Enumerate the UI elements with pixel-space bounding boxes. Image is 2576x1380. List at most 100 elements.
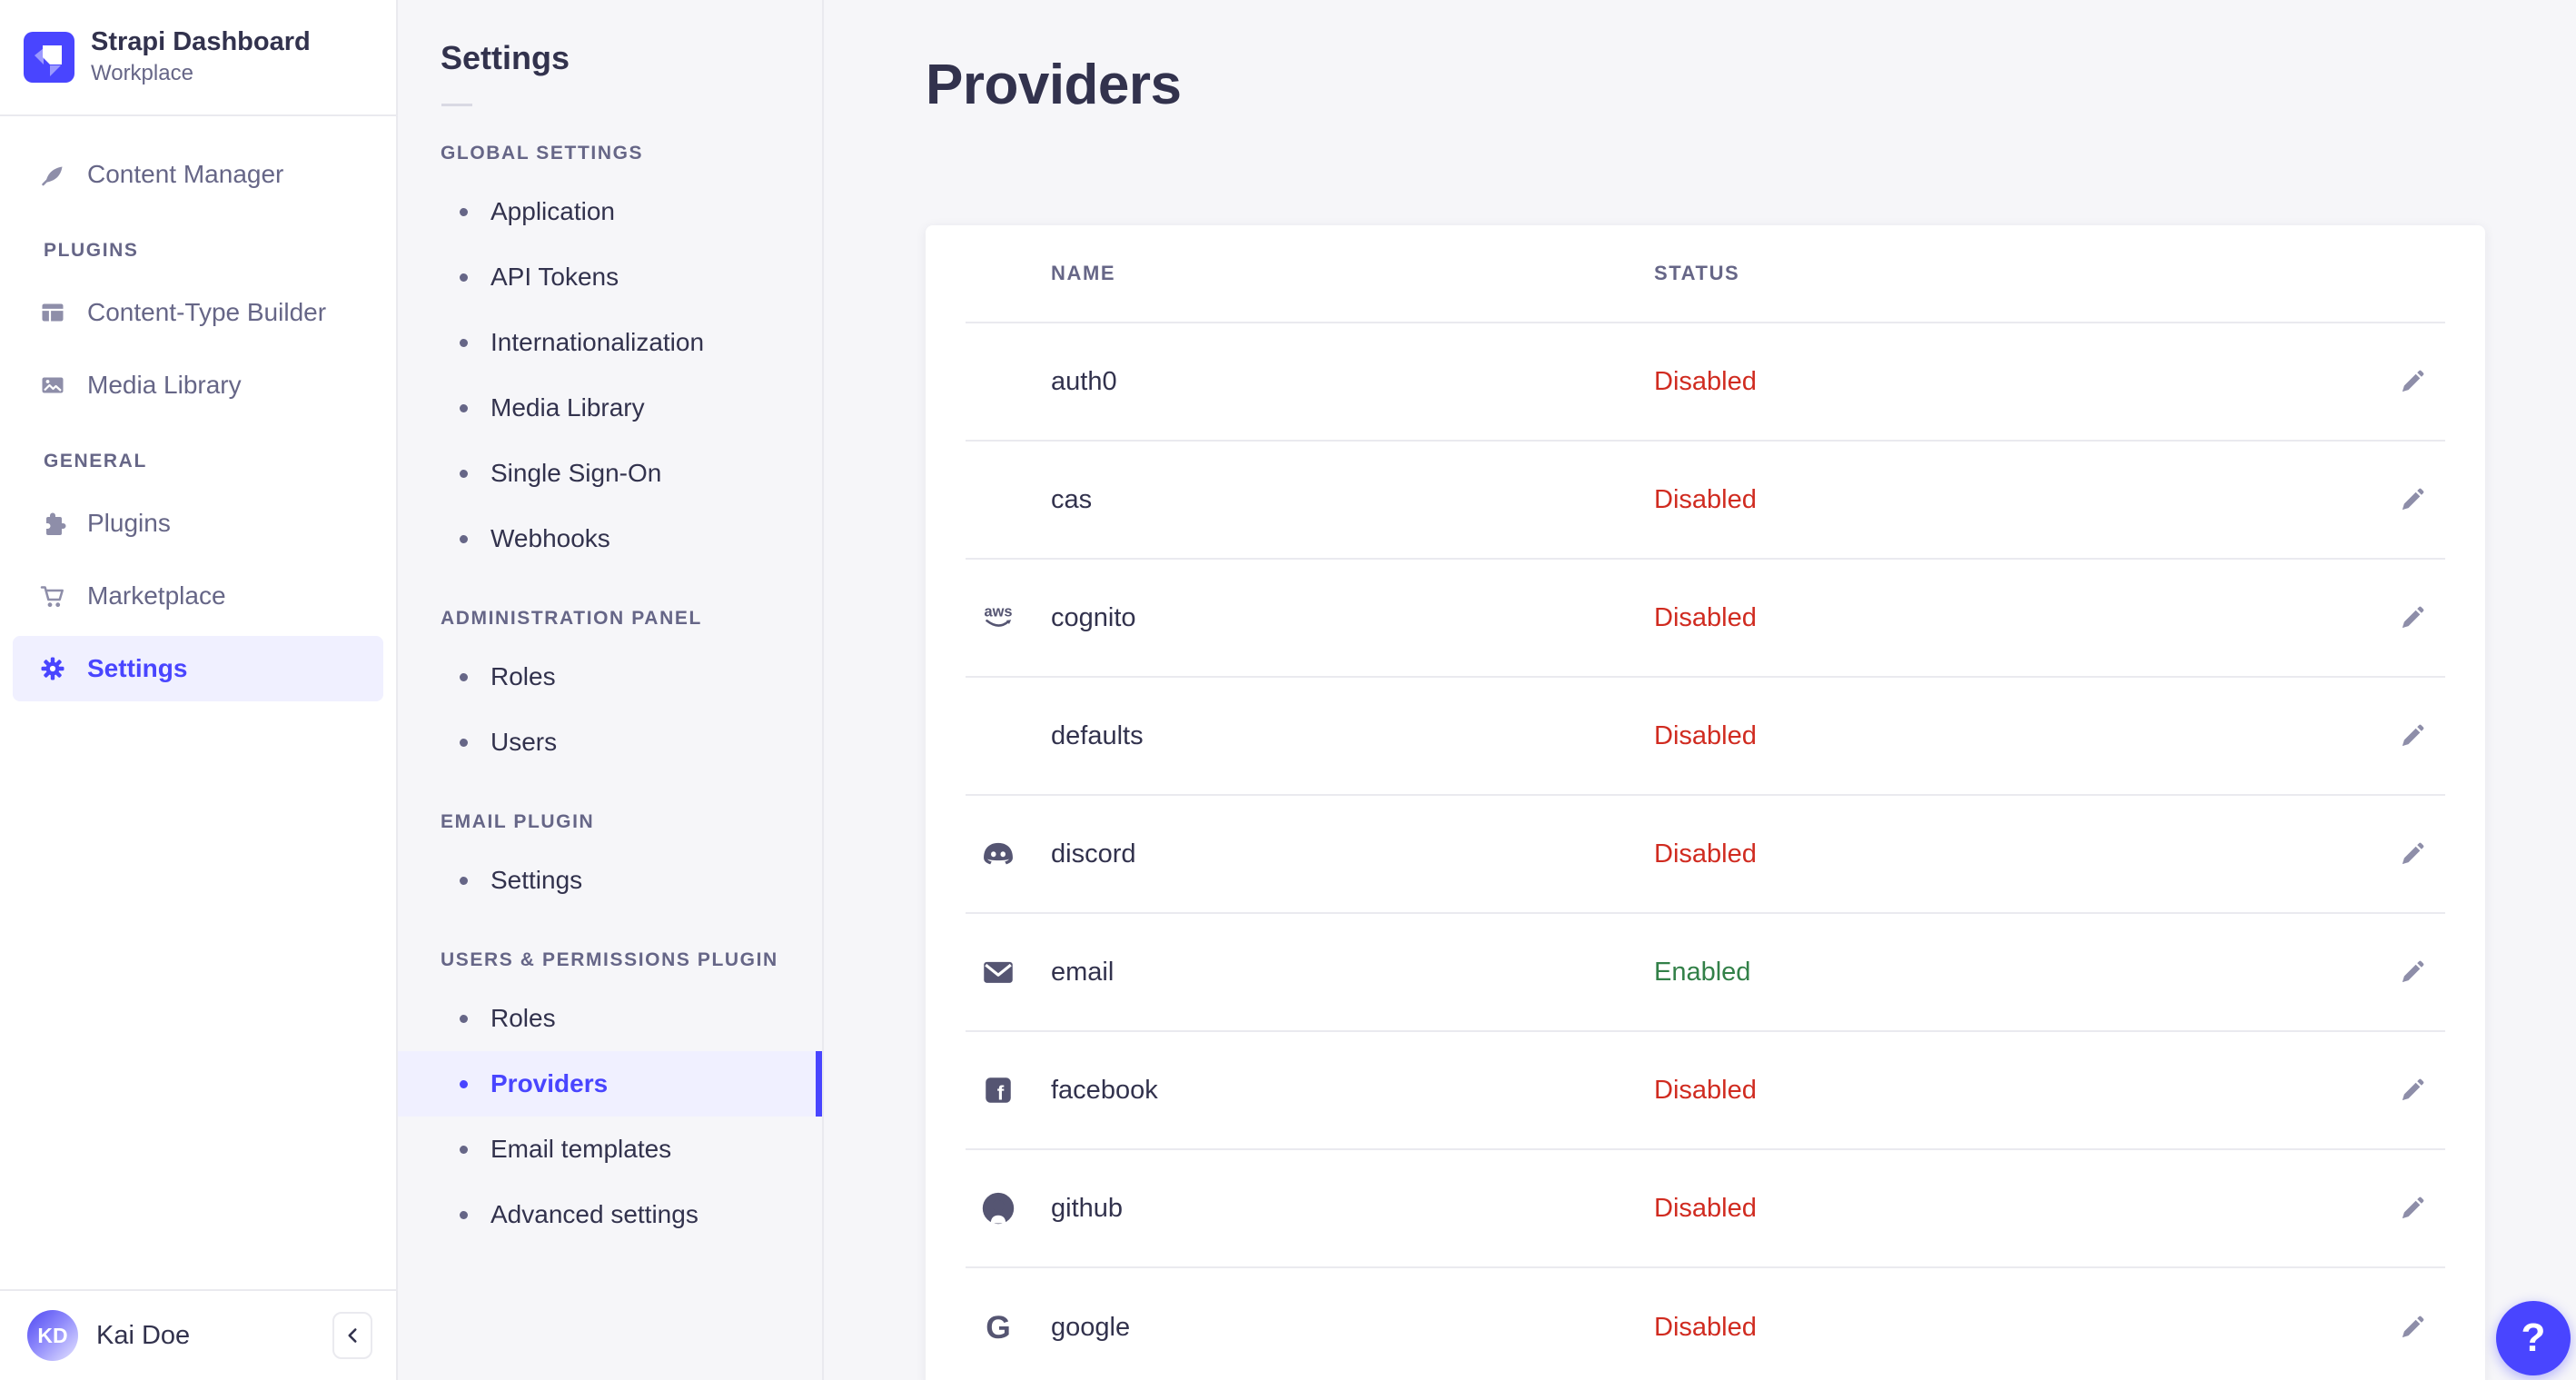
cart-icon — [38, 581, 67, 611]
subnav-item-email-templates[interactable]: Email templates — [398, 1117, 822, 1182]
sidebar-item-label: Plugins — [87, 509, 171, 537]
pencil-icon — [2397, 957, 2428, 988]
subnav-item-users[interactable]: Users — [398, 710, 822, 775]
subnav-item-label: Settings — [490, 866, 583, 894]
subnav-section-label-users-permissions-plugin: USERS & PERMISSIONS PLUGIN — [441, 949, 778, 970]
column-header-name: NAME — [1051, 262, 1116, 284]
provider-name: discord — [1051, 839, 1136, 869]
sidebar-item-content-type-builder[interactable]: Content-Type Builder — [13, 280, 383, 345]
subnav-item-roles[interactable]: Roles — [398, 986, 822, 1051]
edit-provider-button[interactable] — [2391, 478, 2434, 521]
subnav-item-label: Internationalization — [490, 328, 705, 356]
subnav-item-api-tokens[interactable]: API Tokens — [398, 244, 822, 310]
provider-icon-placeholder — [976, 714, 1020, 758]
provider-name: cas — [1051, 484, 1093, 514]
edit-provider-button[interactable] — [2391, 1306, 2434, 1349]
table-row-github: github Disabled — [966, 1150, 2445, 1268]
provider-name: email — [1051, 957, 1115, 987]
edit-provider-button[interactable] — [2391, 1186, 2434, 1230]
collapse-sidebar-button[interactable] — [332, 1312, 372, 1359]
sidebar-item-plugins[interactable]: Plugins — [13, 491, 383, 556]
subnav-item-label: Email templates — [490, 1135, 672, 1163]
column-header-status: STATUS — [1654, 262, 1740, 284]
workspace-brand[interactable]: Strapi Dashboard Workplace — [0, 0, 396, 116]
table-row-cas: cas Disabled — [966, 442, 2445, 560]
status-badge: Disabled — [1654, 366, 1757, 396]
table-row-auth0: auth0 Disabled — [966, 323, 2445, 442]
subnav-item-label: Advanced settings — [490, 1200, 698, 1228]
subnav-item-providers[interactable]: Providers — [398, 1051, 822, 1117]
svg-text:G: G — [986, 1309, 1011, 1345]
discord-icon — [976, 832, 1020, 876]
gear-icon — [38, 654, 67, 683]
pencil-icon — [2397, 1075, 2428, 1106]
bullet-icon — [460, 1145, 468, 1154]
provider-name: defaults — [1051, 720, 1144, 750]
bullet-icon — [460, 273, 468, 282]
avatar[interactable]: KD — [27, 1310, 78, 1361]
provider-name: google — [1051, 1312, 1131, 1342]
edit-provider-button[interactable] — [2391, 832, 2434, 876]
edit-provider-button[interactable] — [2391, 714, 2434, 758]
status-badge: Disabled — [1654, 1312, 1757, 1342]
pencil-icon — [2397, 484, 2428, 515]
subnav-item-label: Providers — [490, 1069, 609, 1097]
subnav-item-single-sign-on[interactable]: Single Sign-On — [398, 441, 822, 506]
aws-icon: aws — [976, 596, 1020, 640]
edit-provider-button[interactable] — [2391, 950, 2434, 994]
sidebar-item-marketplace[interactable]: Marketplace — [13, 563, 383, 629]
puzzle-icon — [38, 509, 67, 538]
provider-name: github — [1051, 1193, 1124, 1223]
edit-provider-button[interactable] — [2391, 360, 2434, 403]
sidebar-section-label-plugins: PLUGINS — [44, 240, 139, 261]
bullet-icon — [460, 738, 468, 747]
subnav-item-internationalization[interactable]: Internationalization — [398, 310, 822, 375]
sidebar: Strapi Dashboard Workplace Content Manag… — [0, 0, 398, 1380]
status-badge: Disabled — [1654, 602, 1757, 632]
subnav-title: Settings — [441, 39, 570, 76]
edit-provider-button[interactable] — [2391, 596, 2434, 640]
providers-table-card: NAME STATUS auth0 Disabled cas Disabled aws c… — [926, 225, 2485, 1380]
edit-provider-button[interactable] — [2391, 1068, 2434, 1112]
table-row-discord: discord Disabled — [966, 796, 2445, 914]
status-badge: Disabled — [1654, 1193, 1757, 1223]
status-badge: Disabled — [1654, 484, 1757, 514]
subnav-item-media-library[interactable]: Media Library — [398, 375, 822, 441]
envelope-icon — [976, 950, 1020, 994]
table-header: NAME STATUS — [966, 225, 2445, 323]
subnav-title-divider — [441, 104, 472, 106]
table-row-cognito: aws cognito Disabled — [966, 560, 2445, 678]
bullet-icon — [460, 876, 468, 885]
bullet-icon — [460, 534, 468, 543]
sidebar-item-content-manager[interactable]: Content Manager — [13, 142, 383, 207]
table-body: auth0 Disabled cas Disabled aws cognito Disabl… — [926, 323, 2485, 1380]
sidebar-item-media-library[interactable]: Media Library — [13, 352, 383, 418]
bullet-icon — [460, 672, 468, 681]
subnav-item-webhooks[interactable]: Webhooks — [398, 506, 822, 571]
status-badge: Disabled — [1654, 1075, 1757, 1105]
subnav-item-roles[interactable]: Roles — [398, 644, 822, 710]
subnav-item-settings[interactable]: Settings — [398, 848, 822, 913]
provider-icon-placeholder — [976, 478, 1020, 521]
bullet-icon — [460, 1014, 468, 1023]
pencil-icon — [2397, 839, 2428, 869]
help-button[interactable]: ? — [2496, 1301, 2571, 1375]
subnav-section-label-email-plugin: EMAIL PLUGIN — [441, 811, 595, 832]
svg-text:f: f — [997, 1082, 1005, 1105]
sidebar-item-settings[interactable]: Settings — [13, 636, 383, 701]
subnav-section-label-global-settings: GLOBAL SETTINGS — [441, 143, 644, 164]
sidebar-item-label: Content-Type Builder — [87, 298, 327, 326]
pencil-icon — [2397, 720, 2428, 751]
facebook-icon: f — [976, 1068, 1020, 1112]
subnav-item-application[interactable]: Application — [398, 179, 822, 244]
sidebar-section-label-general: GENERAL — [44, 451, 147, 472]
status-badge: Disabled — [1654, 839, 1757, 869]
workspace-title: Strapi Dashboard — [91, 26, 311, 56]
svg-text:aws: aws — [985, 604, 1013, 621]
subnav-item-advanced-settings[interactable]: Advanced settings — [398, 1182, 822, 1247]
main-content: Providers NAME STATUS auth0 Disabled cas Di… — [824, 0, 2576, 1380]
github-icon — [976, 1186, 1020, 1230]
subnav-item-label: API Tokens — [490, 263, 619, 291]
strapi-logo-icon — [24, 32, 74, 83]
